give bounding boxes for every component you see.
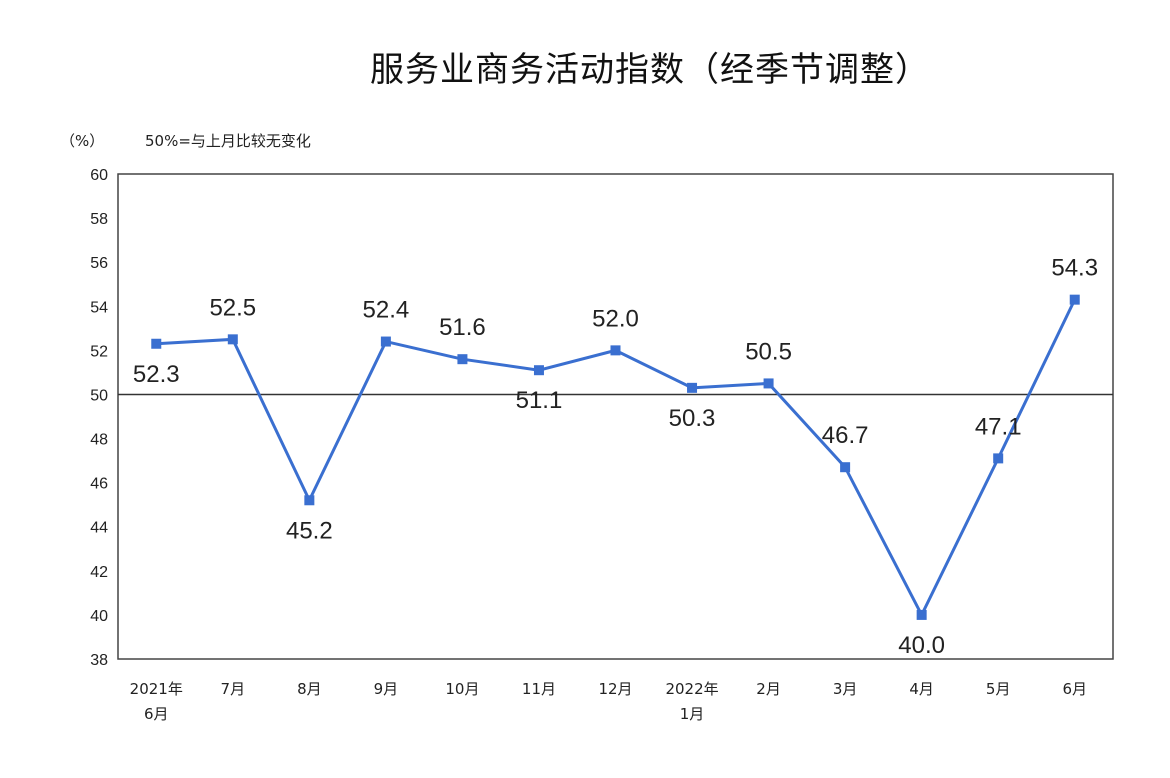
data-label: 45.2 [286,517,333,544]
y-tick-label: 48 [90,432,108,449]
data-point-marker [916,609,927,620]
data-label: 52.0 [592,305,639,332]
data-point-marker [304,495,315,506]
x-tick-label: 7月 [221,680,246,698]
x-tick-label: 6月 [144,705,169,723]
data-label: 51.1 [516,387,563,414]
y-tick-label: 38 [90,652,108,669]
y-tick-label: 54 [90,299,108,316]
y-tick-label: 46 [90,476,108,493]
data-point-marker [687,382,698,393]
data-label: 54.3 [1051,255,1098,282]
data-label: 50.3 [669,405,716,432]
y-tick-label: 42 [90,564,108,581]
y-tick-label: 52 [90,343,108,360]
data-point-marker [1069,294,1080,305]
data-label: 52.5 [209,294,256,321]
data-label: 40.0 [898,632,945,659]
plot-area [117,173,1114,660]
data-label: 51.6 [439,314,486,341]
data-point-marker [227,334,238,345]
y-tick-label: 58 [90,211,108,228]
data-point-marker [151,338,162,349]
y-tick-label: 40 [90,608,108,625]
data-label: 52.3 [133,361,180,388]
x-tick-label: 8月 [297,680,322,698]
x-tick-label: 6月 [1062,680,1087,698]
data-point-marker [457,354,468,365]
y-tick-label: 44 [90,520,108,537]
x-tick-label: 1月 [680,705,705,723]
data-label: 50.5 [745,338,792,365]
x-tick-label: 2022年 [665,680,718,698]
data-point-marker [993,453,1004,464]
y-tick-label: 56 [90,255,108,272]
data-point-marker [533,365,544,376]
x-tick-label: 5月 [986,680,1011,698]
data-label: 47.1 [975,413,1022,440]
x-tick-label: 10月 [445,680,479,698]
data-point-marker [610,345,621,356]
y-tick-label: 50 [90,387,108,404]
x-tick-label: 2021年 [130,680,183,698]
data-point-marker [763,378,774,389]
chart-title: 服务业商务活动指数（经季节调整） [370,50,930,90]
reference-note: 50%=与上月比较无变化 [145,132,311,150]
data-label: 46.7 [822,422,869,449]
x-tick-label: 4月 [909,680,934,698]
x-tick-label: 11月 [522,680,556,698]
data-point-marker [840,462,851,473]
y-axis-unit: （%） [60,132,105,150]
x-tick-label: 2月 [756,680,781,698]
data-label: 52.4 [363,297,410,324]
x-tick-label: 3月 [833,680,858,698]
x-tick-label: 9月 [374,680,399,698]
x-tick-label: 12月 [598,680,632,698]
data-point-marker [380,336,391,347]
y-tick-label: 60 [90,167,108,184]
